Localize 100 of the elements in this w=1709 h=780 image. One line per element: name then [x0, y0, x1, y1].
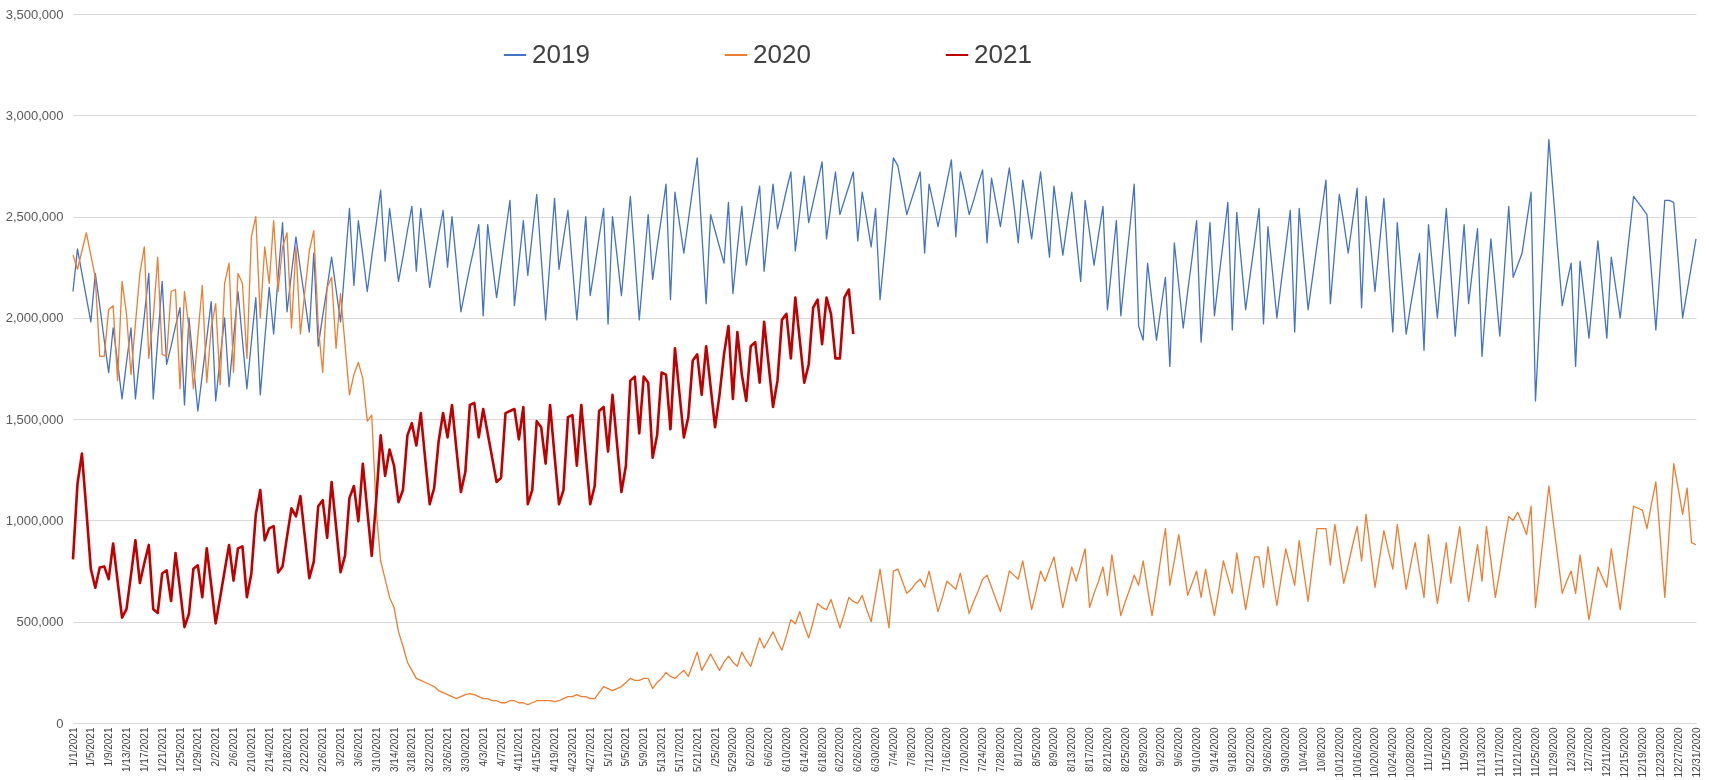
legend-label: 2019: [532, 39, 590, 69]
y-tick-label: 500,000: [16, 614, 64, 630]
x-tick-label: 6/26/2020: [852, 727, 864, 772]
x-tick-label: 12/19/2020: [1636, 727, 1648, 778]
line-series: [71, 288, 855, 629]
x-tick-label: 9/22/2020: [1244, 727, 1256, 772]
legend-label: 2020: [753, 39, 811, 69]
x-tick-label: 10/24/2020: [1387, 727, 1399, 778]
x-tick-label: 12/3/2020: [1565, 727, 1577, 772]
x-tick-label: 7/28/2020: [994, 727, 1006, 772]
x-tick-label: 1/17/2021: [138, 727, 150, 772]
x-tick-label: 11/29/2020: [1547, 727, 1559, 777]
x-tick-label: 7/16/2020: [941, 727, 953, 772]
x-tick-label: 12/27/2020: [1672, 727, 1684, 778]
x-tick-label: 4/3/2021: [477, 727, 489, 767]
x-tick-label: 8/29/2020: [1137, 727, 1149, 772]
x-tick-label: 4/19/2021: [549, 727, 561, 772]
x-tick-label: 8/21/2020: [1101, 727, 1113, 772]
y-tick-label: 3,500,000: [5, 6, 64, 22]
x-tick-label: 9/6/2020: [1173, 727, 1185, 767]
x-tick-label: 3/26/2021: [442, 727, 454, 772]
x-tick-label: 1/13/2021: [121, 727, 133, 772]
x-tick-label: 1/9/2021: [103, 727, 115, 767]
x-tick-label: 3/30/2021: [459, 727, 471, 772]
x-tick-label: 7/20/2020: [959, 727, 971, 772]
x-tick-label: 5/9/2021: [638, 727, 650, 767]
x-tick-label: 3/14/2021: [388, 727, 400, 772]
y-tick-label: 1,000,000: [5, 512, 64, 528]
x-tick-label: 6/2/2020: [745, 727, 757, 767]
x-tick-label: 10/16/2020: [1351, 727, 1363, 778]
x-tick-label: 1/25/2021: [174, 727, 186, 772]
x-tick-label: 5/21/2021: [691, 727, 703, 772]
y-tick-label: 3,000,000: [5, 107, 64, 123]
x-tick-label: 10/8/2020: [1315, 727, 1327, 772]
x-tick-label: 12/23/2020: [1654, 727, 1666, 778]
x-tick-label: 2/26/2021: [317, 727, 329, 772]
x-tick-label: 11/21/2020: [1512, 727, 1524, 777]
x-tick-label: 6/22/2020: [834, 727, 846, 772]
x-tick-label: 2/10/2021: [245, 727, 257, 772]
x-tick-label: 4/7/2021: [495, 727, 507, 767]
y-tick-label: 1,500,000: [5, 411, 64, 427]
x-tick-label: 12/7/2020: [1583, 727, 1595, 772]
x-tick-label: 10/12/2020: [1333, 727, 1345, 778]
x-tick-label: 1/29/2021: [192, 727, 204, 772]
y-tick-label: 2,500,000: [5, 209, 64, 225]
x-tick-label: 2/18/2021: [281, 727, 293, 772]
x-tick-label: 6/14/2020: [798, 727, 810, 772]
x-tick-label: 9/30/2020: [1280, 727, 1292, 772]
x-tick-label: 11/5/2020: [1440, 727, 1452, 772]
x-tick-label: 4/23/2021: [566, 727, 578, 772]
x-tick-label: 5/1/2021: [602, 727, 614, 767]
x-tick-label: 2/22/2021: [299, 727, 311, 772]
x-tick-label: 7/4/2020: [887, 727, 899, 767]
line-series: [72, 138, 1697, 412]
x-tick-label: 11/9/2020: [1458, 727, 1470, 772]
x-tick-label: 4/11/2021: [513, 727, 525, 772]
x-tick-label: 4/15/2021: [531, 727, 543, 772]
x-tick-label: 3/10/2021: [370, 727, 382, 772]
x-tick-label: 10/28/2020: [1405, 727, 1417, 778]
x-tick-label: 12/15/2020: [1619, 727, 1631, 778]
x-tick-label: 5/29/2020: [727, 727, 739, 772]
x-tick-label: 11/17/2020: [1494, 727, 1506, 777]
x-tick-label: 6/30/2020: [870, 727, 882, 772]
x-tick-label: 6/6/2020: [763, 727, 775, 767]
line-series: [72, 215, 1697, 706]
x-tick-label: 10/20/2020: [1369, 727, 1381, 778]
x-tick-label: 8/1/2020: [1012, 727, 1024, 767]
x-tick-label: 12/11/2020: [1601, 727, 1613, 777]
x-tick-label: 10/4/2020: [1298, 727, 1310, 772]
x-tick-label: 5/17/2021: [673, 727, 685, 772]
x-tick-label: 12/31/2020: [1690, 727, 1702, 778]
x-tick-label: 1/21/2021: [156, 727, 168, 772]
x-tick-label: /25/2021: [709, 727, 721, 767]
x-tick-label: 1/1/2021: [67, 727, 79, 767]
x-tick-label: 9/14/2020: [1208, 727, 1220, 772]
x-tick-label: 9/26/2020: [1262, 727, 1274, 772]
x-tick-label: 11/13/2020: [1476, 727, 1488, 777]
x-tick-label: 8/17/2020: [1084, 727, 1096, 772]
x-tick-label: 9/18/2020: [1226, 727, 1238, 772]
x-tick-label: 3/18/2021: [406, 727, 418, 772]
x-tick-label: 8/13/2020: [1066, 727, 1078, 772]
y-tick-label: 2,000,000: [5, 310, 64, 326]
x-tick-label: 11/1/2020: [1422, 727, 1434, 772]
x-tick-label: 3/22/2021: [424, 727, 436, 772]
x-tick-label: 7/12/2020: [923, 727, 935, 772]
x-tick-label: 5/5/2021: [620, 727, 632, 767]
x-tick-label: 5/13/2021: [656, 727, 668, 772]
x-tick-label: 7/24/2020: [977, 727, 989, 772]
x-tick-label: 9/10/2020: [1191, 727, 1203, 772]
x-tick-label: 8/25/2020: [1119, 727, 1131, 772]
x-tick-label: 2/6/2021: [228, 727, 240, 767]
x-tick-label: 1/5/2021: [85, 727, 97, 767]
x-tick-label: 8/5/2020: [1030, 727, 1042, 767]
x-tick-label: 3/2/2021: [335, 727, 347, 767]
x-tick-label: 4/27/2021: [584, 727, 596, 772]
x-tick-label: 7/8/2020: [905, 727, 917, 767]
x-tick-label: 2/2/2021: [210, 727, 222, 767]
x-tick-label: 11/25/2020: [1529, 727, 1541, 777]
x-tick-label: 6/18/2020: [816, 727, 828, 772]
y-tick-label: 0: [56, 715, 64, 731]
